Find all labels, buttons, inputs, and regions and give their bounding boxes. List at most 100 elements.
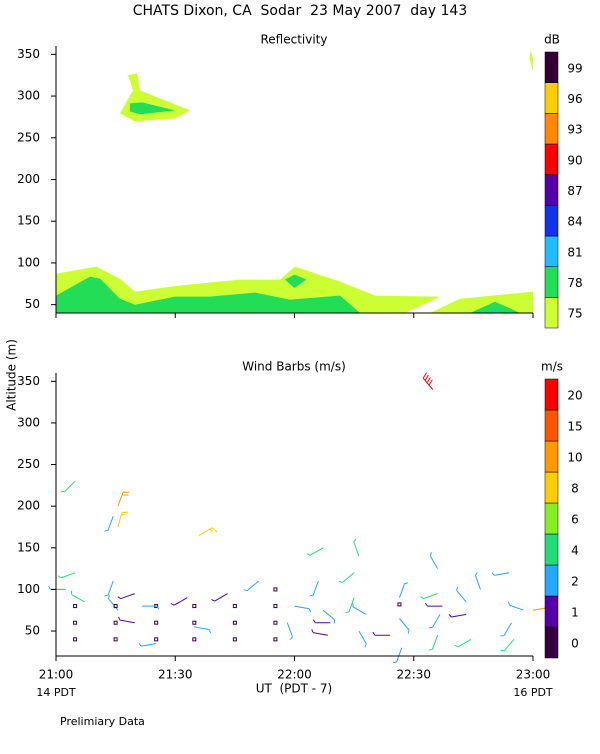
- x-annotation: 14 PDT: [36, 686, 76, 699]
- y-tick-label: 150: [17, 540, 40, 554]
- colorbar-box: [544, 409, 559, 442]
- y-tick-label: 350: [17, 374, 40, 388]
- calm-marker: [154, 637, 159, 642]
- y-tick-label: 150: [17, 214, 40, 228]
- wind-barb: [339, 572, 355, 583]
- y-tick-label: 300: [17, 89, 40, 103]
- wind-barb: [294, 605, 312, 613]
- colorbar-box: [544, 266, 559, 298]
- wind-barb: [306, 547, 324, 556]
- panel-title: Reflectivity: [260, 33, 327, 47]
- colorbar-label: 81: [567, 245, 582, 259]
- wind-barb: [309, 580, 319, 597]
- colorbar-box: [544, 174, 559, 206]
- calm-marker: [273, 604, 278, 609]
- calm-marker: [73, 620, 78, 625]
- wind-barb: [312, 619, 331, 624]
- panel-title: Wind Barbs (m/s): [242, 360, 346, 374]
- note: Prelimiary Data: [60, 715, 145, 728]
- colorbar-label: 4: [571, 544, 579, 558]
- colorbar-label: 0: [571, 637, 579, 651]
- colorbar-label: 93: [567, 123, 582, 137]
- colorbar-label: 2: [571, 575, 579, 589]
- calm-marker: [273, 587, 278, 592]
- y-tick-label: 350: [17, 47, 40, 61]
- wind-barb: [243, 580, 260, 592]
- colorbar-title: dB: [544, 33, 560, 47]
- wind-barb: [420, 593, 438, 600]
- calm-marker: [397, 602, 402, 607]
- colorbar-box: [544, 471, 559, 504]
- wind-barb: [194, 626, 212, 634]
- colorbar-box: [544, 564, 559, 597]
- wind-barb: [117, 511, 129, 528]
- contour-region: [470, 301, 521, 313]
- x-tick-label: 22:30: [396, 668, 431, 682]
- colorbar-box: [544, 378, 559, 411]
- colorbar-box: [544, 595, 559, 628]
- wind-barb: [508, 601, 524, 611]
- y-tick-label: 300: [17, 415, 40, 429]
- colorbar-box: [544, 205, 559, 237]
- x-tick-label: 21:30: [158, 668, 193, 682]
- colorbar-label: 1: [571, 606, 579, 620]
- y-tick-label: 50: [25, 624, 40, 638]
- colorbar-box: [544, 113, 559, 145]
- wind-barb: [286, 622, 293, 641]
- colorbar-label: 84: [567, 215, 582, 229]
- colorbar-box: [544, 143, 559, 175]
- contour-region: [490, 309, 500, 313]
- calm-marker: [113, 620, 118, 625]
- x-annotation: 16 PDT: [513, 686, 553, 699]
- x-tick-label: 23:00: [516, 668, 551, 682]
- wind-barb: [424, 602, 443, 607]
- wind-barb: [198, 527, 218, 536]
- wind-barb: [211, 593, 228, 602]
- colorbar-box: [544, 502, 559, 535]
- calm-marker: [192, 620, 197, 625]
- colorbar-box: [544, 626, 559, 659]
- colorbar-box: [544, 82, 559, 114]
- wind-barb: [57, 572, 76, 579]
- y-tick-label: 200: [17, 172, 40, 186]
- wind-barb: [345, 597, 355, 614]
- wind-barb: [474, 572, 481, 590]
- y-tick-label: 250: [17, 457, 40, 471]
- wind-barb: [104, 580, 114, 597]
- y-tick-label: 250: [17, 130, 40, 144]
- wind-barb: [70, 590, 85, 603]
- wind-barb: [322, 609, 336, 624]
- y-tick-label: 50: [25, 297, 40, 311]
- contour-region: [285, 274, 307, 288]
- y-tick-label: 100: [17, 255, 40, 269]
- y-tick-label: 200: [17, 499, 40, 513]
- colorbar-label: 96: [567, 92, 582, 106]
- wind-barb: [117, 491, 130, 507]
- colorbar-box: [544, 51, 559, 83]
- wind-barb: [311, 629, 328, 636]
- contour-region: [529, 50, 533, 71]
- calm-marker: [192, 637, 197, 642]
- calm-marker: [273, 637, 278, 642]
- wind-barb: [398, 582, 409, 598]
- colorbar-box: [544, 440, 559, 473]
- colorbar-label: 99: [567, 61, 582, 75]
- wind-barb: [138, 643, 157, 647]
- wind-barb: [428, 635, 439, 651]
- calm-marker: [273, 620, 278, 625]
- contour-region: [129, 102, 175, 115]
- calm-marker: [232, 604, 237, 609]
- wind-barb: [500, 639, 515, 652]
- wind-barb: [428, 614, 441, 629]
- calm-marker: [154, 620, 159, 625]
- wind-barb: [141, 605, 160, 610]
- y-axis-label: Altitude (m): [5, 339, 19, 411]
- x-axis-label: UT (PDT - 7): [256, 682, 333, 696]
- x-tick-label: 21:00: [39, 668, 74, 682]
- wind-barb: [353, 538, 360, 557]
- wind-barb: [352, 603, 367, 615]
- wind-barb: [117, 593, 135, 600]
